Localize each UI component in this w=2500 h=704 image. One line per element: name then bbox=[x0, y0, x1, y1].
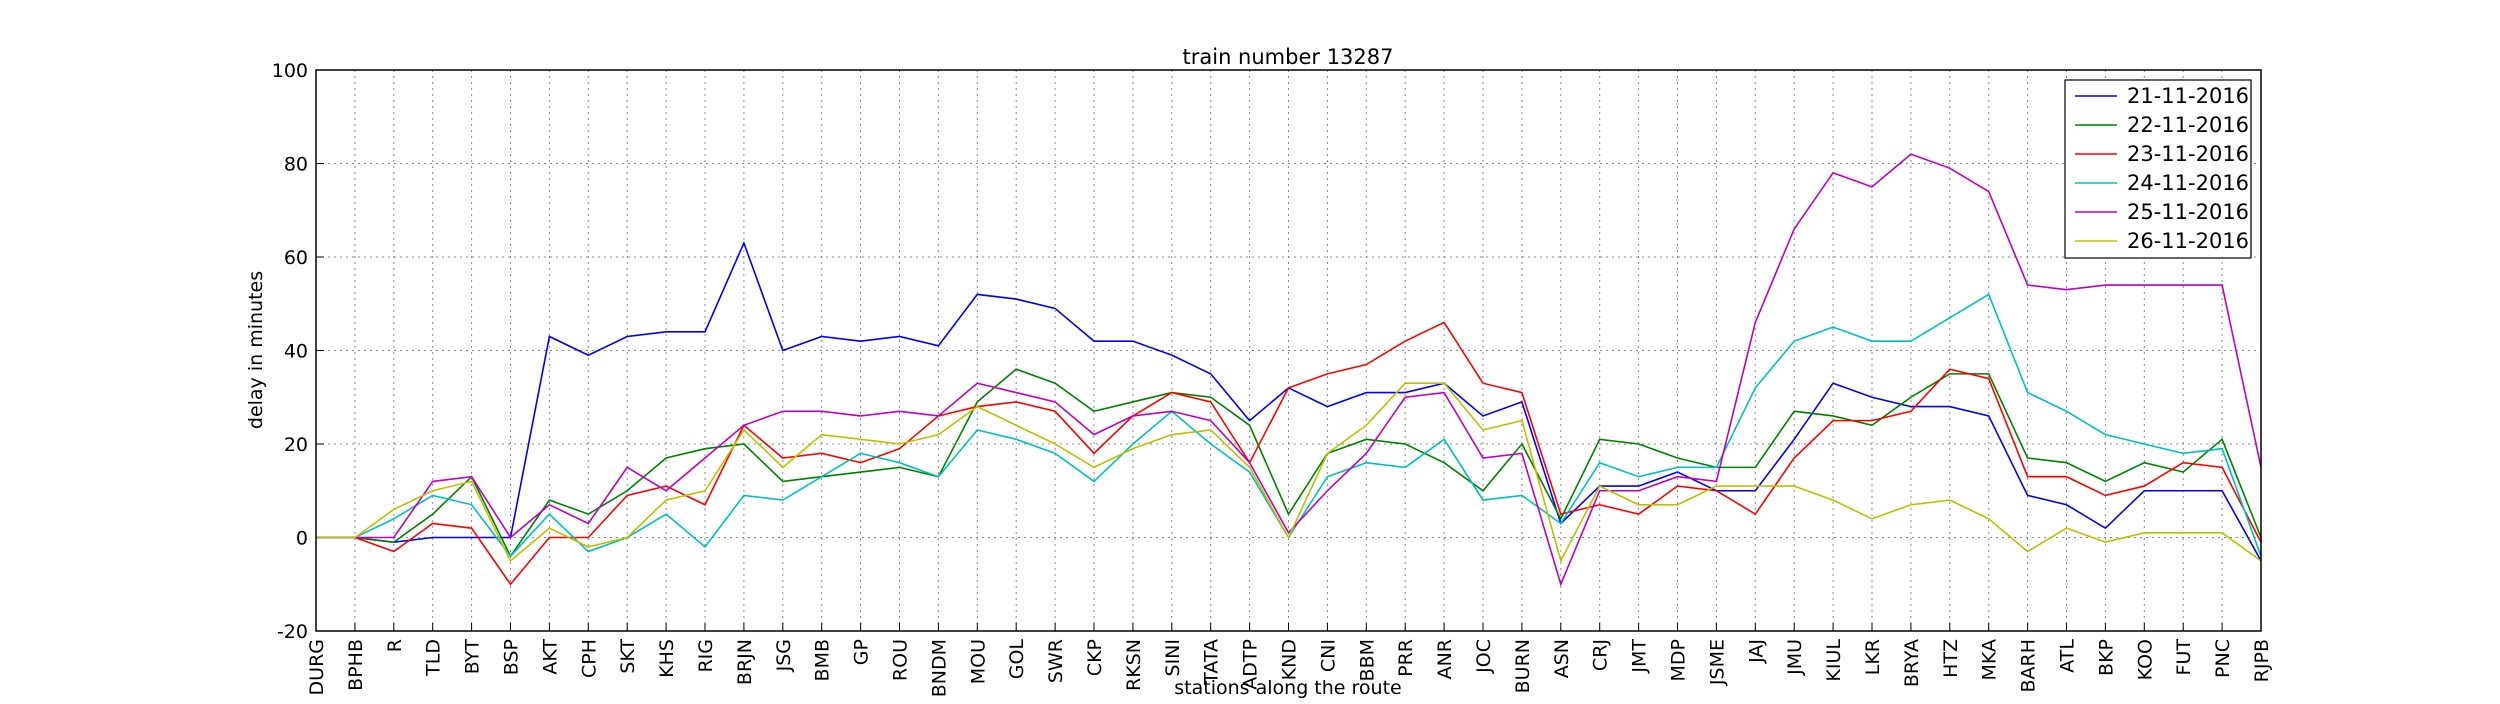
legend-label: 25-11-2016 bbox=[2127, 200, 2249, 224]
y-axis-label: delay in minutes bbox=[245, 271, 267, 429]
y-tick-label: 60 bbox=[284, 247, 308, 269]
x-tick-label: ANR bbox=[1434, 639, 1456, 679]
x-tick-label: PRR bbox=[1395, 639, 1417, 677]
x-tick-label: BRYA bbox=[1901, 639, 1923, 687]
series-line bbox=[316, 368, 2262, 558]
y-tick-label: 100 bbox=[272, 60, 308, 82]
x-tick-label: BRJN bbox=[734, 639, 756, 685]
x-tick-label: JSME bbox=[1706, 639, 1728, 686]
series-line bbox=[316, 382, 2262, 564]
x-tick-label: ADTP bbox=[1240, 639, 1262, 690]
x-tick-label: BKP bbox=[2095, 639, 2117, 676]
x-axis-label: stations along the route bbox=[1174, 677, 1401, 699]
x-tick-label: SWR bbox=[1045, 639, 1067, 683]
legend-label: 23-11-2016 bbox=[2127, 142, 2249, 166]
x-tick-label: CPH bbox=[578, 639, 600, 678]
x-tick-label: FUT bbox=[2173, 639, 2195, 676]
x-tick-label: KND bbox=[1279, 639, 1301, 680]
x-tick-label: GOL bbox=[1006, 639, 1028, 680]
x-tick-label: KOO bbox=[2134, 639, 2156, 680]
y-tick-label: -20 bbox=[277, 621, 308, 643]
x-tick-label: JMU bbox=[1784, 639, 1806, 676]
x-tick-label: BSP bbox=[501, 639, 523, 675]
x-tick-label: MDP bbox=[1668, 639, 1690, 681]
x-tick-label: CRJ bbox=[1590, 639, 1612, 671]
legend-label: 24-11-2016 bbox=[2127, 171, 2249, 195]
x-tick-label: GP bbox=[851, 639, 873, 665]
x-tick-label: RIG bbox=[695, 639, 717, 673]
x-tick-label: MOU bbox=[967, 639, 989, 684]
x-tick-label: BPHB bbox=[345, 639, 367, 691]
x-tick-label: SKT bbox=[617, 639, 639, 674]
x-tick-label: ROU bbox=[890, 639, 912, 681]
x-tick-label: HTZ bbox=[1940, 639, 1962, 678]
x-tick-label: BYT bbox=[462, 639, 484, 675]
series-line bbox=[316, 321, 2262, 586]
y-tick-label: 0 bbox=[296, 528, 308, 550]
x-tick-label: JMT bbox=[1629, 639, 1651, 674]
x-tick-label: KHS bbox=[656, 639, 678, 678]
x-tick-label: JAJ bbox=[1745, 639, 1767, 664]
legend-label: 22-11-2016 bbox=[2127, 113, 2249, 137]
x-tick-label: JOC bbox=[1473, 639, 1495, 674]
x-tick-label: R bbox=[384, 639, 406, 652]
x-tick-label: KIUL bbox=[1823, 639, 1845, 682]
x-tick-label: RJPB bbox=[2251, 639, 2273, 682]
x-tick-label: MKA bbox=[1979, 639, 2001, 681]
legend-label: 26-11-2016 bbox=[2127, 229, 2249, 253]
y-tick-label: 40 bbox=[284, 341, 308, 363]
x-tick-label: BBM bbox=[1356, 639, 1378, 681]
legend-label: 21-11-2016 bbox=[2127, 84, 2249, 108]
x-tick-label: BARH bbox=[2018, 639, 2040, 693]
x-tick-label: LKR bbox=[1862, 639, 1884, 675]
x-tick-label: ATL bbox=[2057, 639, 2079, 673]
series-line bbox=[316, 153, 2262, 587]
x-tick-label: RKSN bbox=[1123, 639, 1145, 691]
y-tick-label: 80 bbox=[284, 154, 308, 176]
x-tick-label: BMB bbox=[812, 639, 834, 681]
x-tick-label: ASN bbox=[1551, 639, 1573, 678]
x-tick-label: CNI bbox=[1317, 639, 1339, 672]
x-tick-label: SINI bbox=[1162, 639, 1184, 676]
x-tick-label: BNDM bbox=[928, 639, 950, 697]
plot-frame bbox=[315, 69, 2262, 632]
x-tick-label: TLD bbox=[423, 639, 445, 677]
x-tick-label: CKP bbox=[1084, 639, 1106, 676]
x-tick-label: PNC bbox=[2212, 639, 2234, 678]
x-tick-label: TATA bbox=[1201, 639, 1223, 685]
x-tick-label: DURG bbox=[306, 639, 328, 695]
y-tick-label: 20 bbox=[284, 434, 308, 456]
x-tick-label: AKT bbox=[539, 639, 561, 675]
legend-box bbox=[2064, 79, 2252, 259]
chart-title: train number 13287 bbox=[1183, 45, 1394, 69]
x-tick-label: BURN bbox=[1512, 639, 1534, 693]
x-tick-label: JSG bbox=[773, 639, 795, 672]
